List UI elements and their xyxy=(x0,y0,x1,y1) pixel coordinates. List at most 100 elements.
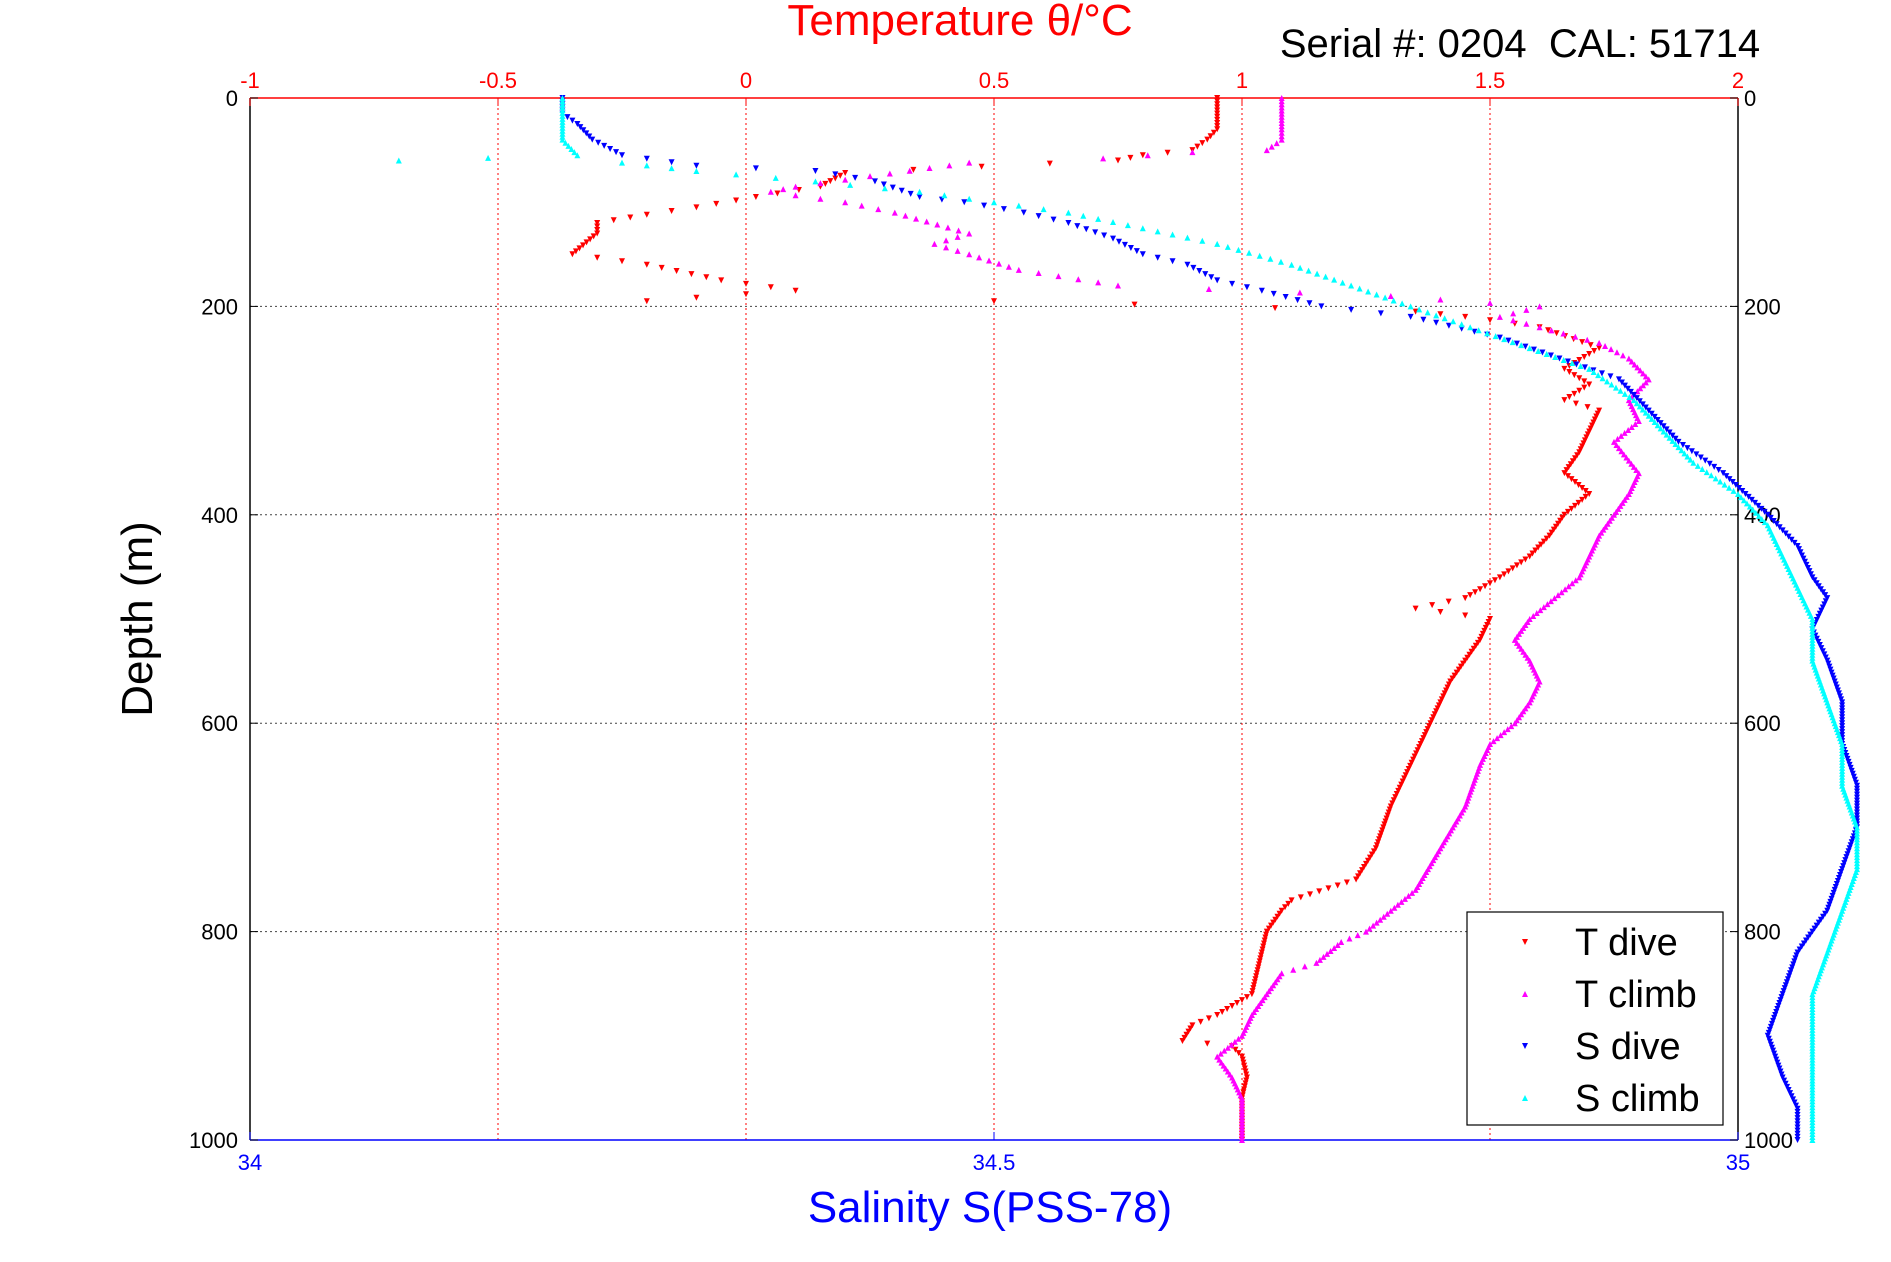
data-point-s-dive xyxy=(1092,229,1099,236)
data-point-s-dive xyxy=(1702,457,1709,464)
data-point-s-dive xyxy=(1761,508,1768,515)
data-point-t-climb xyxy=(1278,116,1285,123)
data-point-t-climb xyxy=(1100,155,1107,162)
temperature-tick-label: 1.5 xyxy=(1475,68,1506,93)
data-point-t-climb xyxy=(1523,320,1530,327)
data-point-t-dive xyxy=(1214,104,1221,111)
data-point-s-climb xyxy=(1169,231,1176,238)
data-point-s-dive xyxy=(1739,487,1746,494)
data-point-t-dive xyxy=(733,197,740,204)
depth-tick-label-left: 600 xyxy=(201,711,238,736)
data-point-s-dive xyxy=(1539,349,1546,356)
data-point-s-climb xyxy=(574,152,581,159)
data-point-s-climb xyxy=(568,146,575,153)
data-point-t-dive xyxy=(1405,766,1412,773)
data-point-s-dive xyxy=(1815,613,1822,620)
depth-tick-label-right: 200 xyxy=(1744,294,1781,319)
data-point-t-dive xyxy=(1357,870,1364,877)
data-point-t-dive xyxy=(1334,882,1341,889)
data-point-t-climb xyxy=(1523,306,1530,313)
data-point-s-dive xyxy=(1785,1086,1792,1093)
data-point-s-dive xyxy=(1804,564,1811,571)
data-point-s-dive xyxy=(1781,1077,1788,1084)
data-point-t-dive xyxy=(1586,490,1593,497)
data-point-t-climb xyxy=(1628,358,1635,365)
data-point-s-climb xyxy=(643,162,650,169)
data-point-t-climb xyxy=(1613,441,1620,448)
data-point-t-climb xyxy=(1628,423,1635,430)
data-point-s-dive xyxy=(1377,310,1384,317)
data-point-s-dive xyxy=(564,114,571,121)
data-point-s-climb xyxy=(559,136,566,143)
data-point-t-climb xyxy=(1548,327,1555,334)
data-point-s-dive xyxy=(1133,248,1140,255)
data-point-s-dive xyxy=(1258,287,1265,294)
data-point-s-climb xyxy=(1535,348,1542,355)
data-point-s-dive xyxy=(1243,284,1250,291)
data-point-t-climb xyxy=(946,162,953,169)
data-point-s-climb xyxy=(1740,497,1747,504)
data-point-t-climb xyxy=(1536,324,1543,331)
data-point-s-dive xyxy=(1794,1118,1801,1125)
data-point-s-dive xyxy=(1496,334,1503,341)
data-point-s-dive xyxy=(1214,277,1221,284)
data-point-t-dive xyxy=(1414,747,1421,754)
data-point-t-climb xyxy=(1558,589,1565,596)
data-point-t-climb xyxy=(1391,904,1398,911)
data-point-t-climb xyxy=(1602,342,1609,349)
data-point-s-dive xyxy=(1711,463,1718,470)
data-point-t-dive xyxy=(1187,1025,1194,1032)
data-point-s-dive xyxy=(1639,401,1646,408)
data-point-s-climb xyxy=(1267,255,1274,262)
data-point-s-dive xyxy=(1797,549,1804,556)
data-point-t-climb xyxy=(995,260,1002,267)
data-point-s-dive xyxy=(1767,514,1774,521)
data-point-s-climb xyxy=(1475,327,1482,334)
data-point-s-climb xyxy=(1703,469,1710,476)
data-point-t-climb xyxy=(1640,382,1647,389)
data-point-t-dive xyxy=(594,223,601,230)
data-point-s-dive xyxy=(583,130,590,137)
data-point-t-dive xyxy=(1204,1040,1211,1047)
depth-tick-label-right: 600 xyxy=(1744,711,1781,736)
data-point-s-dive xyxy=(1270,290,1277,297)
data-point-s-climb xyxy=(1758,515,1765,522)
data-point-s-dive xyxy=(1184,261,1191,268)
data-point-t-climb xyxy=(1496,313,1503,320)
temperature-axis-title: Temperature θ/°C xyxy=(787,0,1132,45)
data-point-s-dive xyxy=(1306,300,1313,307)
data-point-s-climb xyxy=(1322,273,1329,280)
data-point-s-dive xyxy=(1788,536,1795,543)
data-point-t-dive xyxy=(1596,345,1603,352)
data-point-t-dive xyxy=(1571,372,1578,379)
data-point-t-dive xyxy=(1359,867,1366,874)
data-point-t-climb xyxy=(1412,886,1419,893)
data-point-t-dive xyxy=(1564,508,1571,515)
data-point-t-dive xyxy=(1477,586,1484,593)
legend-marker xyxy=(1522,939,1528,945)
data-point-t-climb xyxy=(1623,454,1630,461)
data-point-t-climb xyxy=(943,237,950,244)
depth-tick-label-right: 800 xyxy=(1744,920,1781,945)
data-point-t-dive xyxy=(594,254,601,261)
data-point-t-dive xyxy=(1572,479,1579,486)
data-point-s-dive xyxy=(1101,232,1108,239)
data-point-s-climb xyxy=(1639,406,1646,413)
data-point-t-climb xyxy=(1633,466,1640,473)
data-point-t-climb xyxy=(944,224,951,231)
data-point-s-climb xyxy=(1690,459,1697,466)
data-point-t-dive xyxy=(1393,791,1400,798)
data-point-s-dive xyxy=(1139,251,1146,258)
data-point-t-climb xyxy=(1346,935,1353,942)
data-point-t-climb xyxy=(1313,959,1320,966)
data-point-s-climb xyxy=(1636,403,1643,410)
data-point-s-dive xyxy=(1642,404,1649,411)
data-point-t-climb xyxy=(1494,735,1501,742)
data-point-t-climb xyxy=(966,251,973,258)
data-point-t-dive xyxy=(743,280,749,287)
data-point-t-climb xyxy=(1537,607,1544,614)
data-point-s-climb xyxy=(1214,240,1221,247)
data-point-s-dive xyxy=(907,190,914,197)
data-point-t-dive xyxy=(1561,397,1568,404)
data-point-s-dive xyxy=(569,117,576,124)
